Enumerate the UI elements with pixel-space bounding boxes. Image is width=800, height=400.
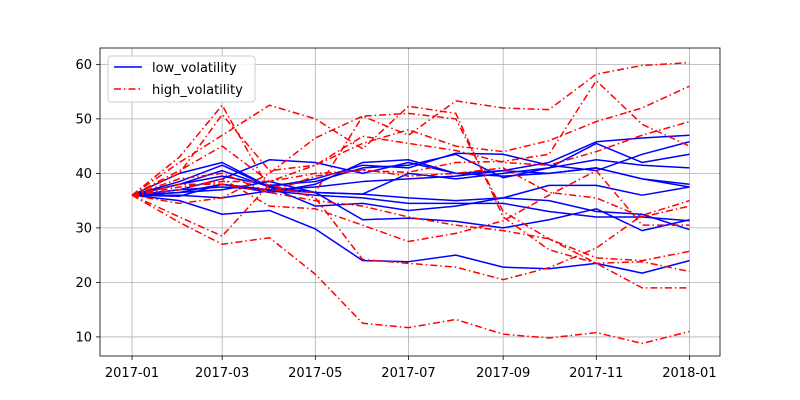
x-axis: 2017-01 2017-03 2017-05 2017-07 2017-09 2017-… [105, 356, 717, 381]
x-tick-label: 2017-11 [569, 366, 623, 381]
plot-frame [99, 47, 721, 357]
series-lines [131, 61, 690, 345]
legend-box [107, 55, 256, 103]
series-line-low-volatility-0 [131, 142, 690, 196]
x-tick-label: 2017-05 [288, 366, 342, 381]
series-line-high-volatility-14 [131, 61, 690, 205]
series-line-high-volatility-17 [131, 79, 690, 196]
y-axis: 10 20 30 40 50 60 [75, 58, 100, 345]
y-tick-label: 50 [75, 112, 92, 127]
series-line-high-volatility-11 [131, 104, 690, 289]
series-line-high-volatility-13 [131, 194, 690, 345]
x-tick-label: 2017-07 [381, 366, 435, 381]
series-line-low-volatility-7 [131, 153, 690, 196]
grid-lines [100, 48, 720, 356]
series-line-low-volatility-10 [131, 134, 690, 196]
y-tick-label: 40 [75, 167, 92, 182]
series-line-low-volatility-3 [131, 194, 690, 274]
legend-label-high-volatility: high_volatility [152, 83, 243, 98]
series-line-high-volatility-21 [131, 167, 690, 218]
series-line-high-volatility-12 [131, 104, 690, 273]
series-line-low-volatility-9 [131, 169, 690, 231]
x-tick-label: 2017-09 [476, 366, 530, 381]
y-tick-label: 10 [75, 330, 92, 345]
series-line-high-volatility-16 [131, 169, 690, 243]
series-line-high-volatility-19 [131, 85, 690, 196]
legend-label-low-volatility: low_volatility [152, 61, 237, 76]
series-line-high-volatility-20 [131, 113, 690, 196]
y-tick-label: 30 [75, 221, 92, 236]
x-tick-label: 2017-03 [195, 366, 249, 381]
legend: low_volatility high_volatility [107, 55, 256, 103]
x-tick-label: 2018-01 [662, 366, 716, 381]
series-line-high-volatility-18 [131, 172, 690, 262]
series-line-low-volatility-2 [132, 190, 690, 222]
x-tick-label: 2017-01 [105, 366, 159, 381]
y-tick-label: 20 [75, 276, 92, 291]
series-line-low-volatility-5 [132, 180, 690, 232]
y-tick-label: 60 [75, 58, 92, 73]
